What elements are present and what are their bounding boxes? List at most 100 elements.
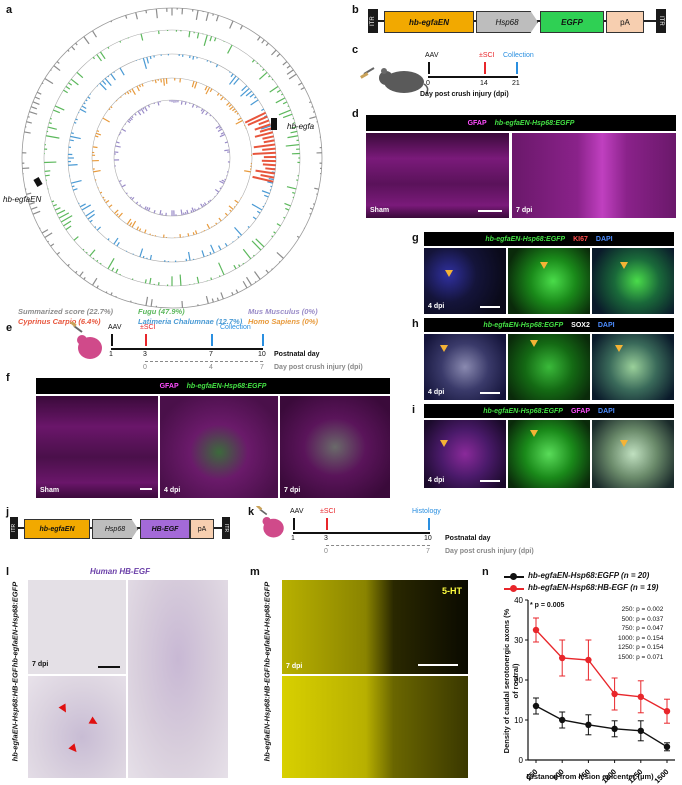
circos-bar (131, 115, 134, 119)
panel-m-time: 7 dpi (286, 663, 303, 670)
circos-bar (119, 132, 122, 134)
circos-bar (282, 113, 293, 119)
circos-bar (157, 101, 160, 106)
circos-bar (242, 248, 252, 260)
arrowhead-marker (440, 440, 448, 447)
timeline-c-arrow-aav (428, 62, 430, 74)
panel-i-marker2: GFAP (570, 407, 591, 415)
circos-bar (138, 228, 142, 232)
circos-bar (32, 210, 41, 215)
panel-l-scale-bar (98, 666, 120, 668)
circos-bar (300, 87, 305, 91)
circos-bar (107, 75, 110, 78)
circos-bar (136, 226, 140, 231)
circos-bar (251, 59, 255, 63)
timeline-c-tick-1: 14 (480, 80, 488, 87)
circos-bar (262, 68, 265, 72)
panel-f-4dpi-image: 4 dpi (160, 396, 278, 498)
legend-homo: Homo Sapiens (0%) (248, 317, 319, 326)
circos-bar (142, 255, 145, 259)
circos-bar (215, 15, 219, 22)
circos-bar (190, 210, 193, 213)
circos-bar (249, 93, 255, 98)
panel-l-image-row2 (28, 676, 126, 778)
timeline-e-sci: ±SCI (140, 324, 156, 331)
panel-g-marker2: KI67 (573, 235, 588, 243)
circos-bar (263, 139, 275, 144)
circos-bar (259, 127, 272, 133)
circos-bar (85, 209, 95, 217)
panel-m-row2-label: hb-egfaEN-Hsp68:HB-EGF (262, 667, 272, 762)
panel-label-l: l (6, 566, 10, 578)
panel-label-i: i (412, 404, 416, 416)
circos-bar (149, 254, 152, 260)
circos-bar (286, 69, 294, 75)
construct-j-promoter: Hsp68 (92, 519, 138, 539)
circos-bar (119, 40, 122, 43)
circos-bar (142, 57, 147, 69)
circos-bar (205, 12, 209, 21)
panel-d-scale-bar (478, 210, 502, 212)
circos-bar (96, 226, 101, 231)
circos-bar (260, 174, 275, 179)
circos-bar (273, 231, 276, 234)
panel-f-4dpi-label: 4 dpi (164, 487, 181, 494)
construct-j: ITR hb-egfaEN Hsp68 HB-EGF pA ITR (10, 516, 230, 540)
circos-bar (68, 164, 78, 166)
circos-bar (262, 163, 276, 167)
circos-bar (210, 244, 215, 254)
circos-bar (191, 103, 195, 108)
panel-m-marker: 5-HT (442, 586, 462, 596)
circos-bar (75, 270, 78, 274)
timeline-c-collection: Collection (503, 52, 534, 59)
circos-bar (271, 78, 274, 81)
circos-bar (121, 128, 127, 132)
circos-bar (262, 205, 265, 208)
circos-bar (194, 230, 198, 235)
circos-bar (200, 203, 204, 208)
circos-bar (191, 207, 195, 213)
circos-bar (137, 110, 142, 116)
timeline-e-label-top: Postnatal day (274, 351, 320, 358)
circos-bar (125, 192, 128, 195)
circos-bar (26, 121, 32, 124)
circos-bar (255, 238, 265, 248)
circos-bar (209, 114, 212, 117)
circos-bar (44, 232, 53, 238)
circos-bar (278, 261, 281, 263)
circos-bar (224, 149, 230, 152)
legend-cyprinus: Cyprinus Carpio (6.4%) (18, 317, 101, 326)
circos-bar (261, 190, 270, 195)
chart-y-tick-label: 10 (514, 716, 523, 725)
circos-bar (206, 223, 211, 229)
circos-bar (187, 233, 190, 237)
circos-bar (219, 180, 225, 184)
circos-bar (276, 223, 281, 227)
chart-point (559, 716, 566, 724)
circos-bar (54, 207, 61, 211)
circos-bar (144, 229, 147, 234)
timeline-c-aav: AAV (425, 52, 439, 59)
panel-d-sham-image: Sham (366, 133, 509, 218)
circos-bar (229, 106, 234, 111)
circos-bar (233, 264, 237, 270)
timeline-k-sci: ±SCI (320, 508, 336, 515)
circos-bar (96, 54, 102, 62)
panel-f-sham-image: Sham (36, 396, 158, 498)
circos-bar (82, 248, 85, 251)
circos-bar (71, 46, 76, 51)
arrowhead-marker (620, 262, 628, 269)
legend-egfp-dot (510, 573, 517, 580)
circos-bar (83, 102, 86, 105)
chart-y-tick-label: 40 (514, 596, 523, 605)
circos-bar (111, 267, 115, 272)
circos-bar (220, 132, 225, 135)
panel-f-7dpi-label: 7 dpi (284, 487, 301, 494)
circos-bar (107, 257, 115, 270)
circos-bar (229, 71, 231, 73)
circos-bar (29, 111, 38, 115)
circos-bar (224, 242, 228, 247)
circos-bar (265, 42, 269, 47)
panel-g-image-1: 4 dpi (424, 248, 506, 314)
gene-label-top: hb-egfa (287, 122, 315, 131)
